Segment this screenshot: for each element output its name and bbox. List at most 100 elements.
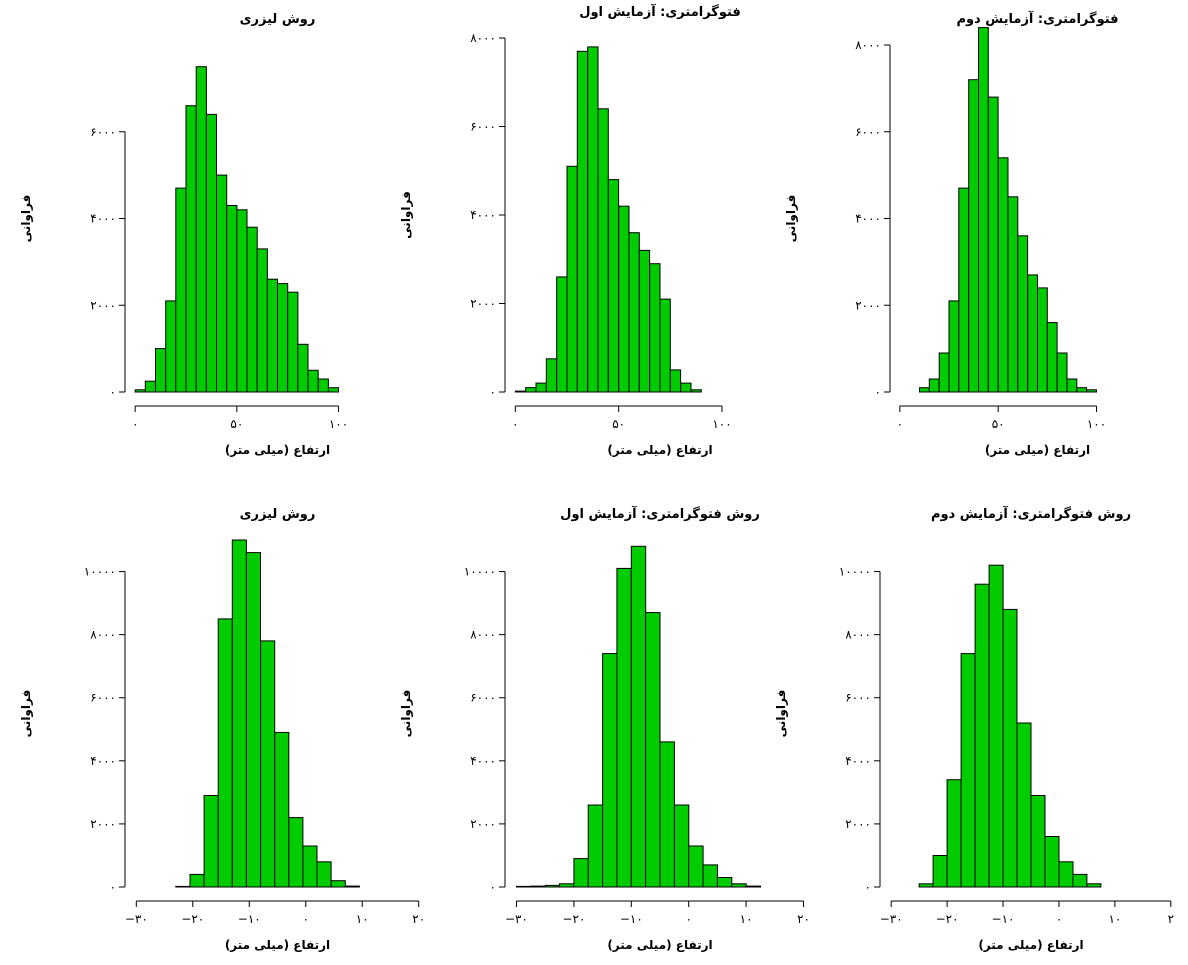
x-tick-label: ۰: [897, 417, 903, 431]
x-tick-label: ۲۰: [412, 912, 425, 926]
x-tick-label: ۱۰: [1108, 912, 1121, 926]
histogram-bar: [1086, 389, 1097, 393]
histogram-bar: [616, 567, 632, 888]
y-tick-label: ۴۰۰۰: [90, 212, 116, 226]
histogram-panel-1: ۰ ۲۰۰۰ ۴۰۰۰ ۶۰۰۰ ۰ ۵۰ ۱۰۰ روش لیزری ارتفاع (میلی…: [19, 12, 348, 457]
histogram-bar: [602, 653, 618, 888]
histogram-bar: [1037, 287, 1048, 393]
histogram-bar: [535, 382, 547, 393]
histogram-bar: [327, 387, 339, 393]
panel-title: روش فتوگرامتری: آزمایش دوم: [931, 505, 1131, 522]
histogram-bar: [1027, 274, 1038, 393]
y-tick-label: ۰: [490, 880, 496, 894]
y-axis-label: فراوانی: [399, 191, 414, 239]
histogram-bar: [946, 779, 962, 888]
y-axis-label: فراوانی: [774, 690, 789, 738]
x-tick-label: −۳۰: [880, 912, 903, 926]
x-axis-label: ارتفاع (میلی متر): [225, 443, 330, 457]
y-tick-label: ۰: [110, 385, 116, 399]
histogram-bar: [607, 179, 620, 393]
y-tick-label: ۸۰۰۰: [470, 31, 496, 45]
x-tick-label: −۱۰: [992, 912, 1015, 926]
histogram-bar: [673, 804, 690, 888]
histogram-bar: [205, 113, 218, 393]
x-tick-label: ۱۰۰: [712, 417, 731, 431]
panel-title: فتوگرامتری: آزمایش اول: [579, 3, 741, 20]
y-tick-label: ۰: [490, 385, 496, 399]
histogram-bar: [302, 845, 318, 888]
x-tick-label: ۰: [685, 912, 691, 926]
histogram-bar: [731, 883, 747, 888]
histogram-bar: [256, 248, 268, 393]
histogram-bar: [287, 291, 299, 393]
histogram-bar: [217, 618, 233, 888]
histogram-bar: [189, 873, 205, 888]
histogram-panel-6: ۰ ۲۰۰۰ ۴۰۰۰ ۶۰۰۰ ۸۰۰۰ ۱۰۰۰۰ −۳۰ −۲۰ −۱۰ ۰ ۱۰ ۲ روش ف…: [774, 505, 1174, 952]
histogram-bar: [226, 205, 238, 393]
histogram-bar: [144, 380, 157, 393]
histogram-bar: [231, 539, 247, 888]
x-axis-label: ارتفاع (میلی متر): [985, 443, 1090, 457]
x-tick-label: ۲: [1168, 912, 1174, 926]
x-tick-label: ۰: [132, 417, 138, 431]
histogram-bar: [1066, 378, 1078, 393]
histogram-bar: [630, 545, 647, 888]
histogram-bar: [669, 369, 682, 393]
histogram-bar: [948, 300, 960, 393]
y-tick-label: ۴۰۰۰: [470, 208, 496, 222]
y-tick-label: ۸۰۰۰: [855, 38, 881, 52]
histogram-bar: [1056, 352, 1068, 393]
histogram-bar: [165, 300, 177, 393]
x-tick-label: −۲۰: [562, 912, 585, 926]
y-tick-label: ۲۰۰۰: [470, 297, 496, 311]
x-tick-label: ۵۰: [612, 417, 625, 431]
y-tick-label: ۴۰۰۰: [470, 754, 496, 768]
x-tick-label: ۵۰: [230, 417, 243, 431]
y-tick-label: ۲۰۰۰: [90, 298, 116, 312]
x-axis-label: ارتفاع (میلی متر): [607, 443, 712, 457]
histogram-bar: [260, 640, 276, 888]
histogram-bar: [628, 232, 640, 393]
y-tick-label: ۶۰۰۰: [845, 691, 871, 705]
histogram-bar: [516, 885, 532, 888]
histogram-bar: [514, 390, 527, 393]
histogram-bar: [307, 369, 319, 393]
histogram-bar: [545, 358, 558, 393]
y-tick-label: ۴۰۰۰: [855, 212, 881, 226]
x-tick-label: −۱۰: [620, 912, 643, 926]
x-tick-label: ۵۰: [992, 417, 1005, 431]
histogram-bar: [566, 165, 578, 393]
y-tick-label: ۰: [110, 880, 116, 894]
histogram-bar: [245, 552, 261, 888]
y-tick-label: ۲۰۰۰: [855, 298, 881, 312]
histogram-bar: [185, 105, 197, 393]
histogram-bar: [216, 174, 228, 393]
y-tick-label: ۸۰۰۰: [470, 628, 496, 642]
y-tick-label: ۲۰۰۰: [90, 817, 116, 831]
x-axis-label: ارتفاع (میلی متر): [607, 938, 712, 952]
x-tick-label: ۱۰: [740, 912, 753, 926]
histogram-bar: [1030, 795, 1046, 888]
histogram-bar: [1016, 722, 1032, 888]
histogram-bar: [1017, 235, 1029, 393]
y-tick-label: ۱۰۰۰۰: [464, 565, 496, 579]
histogram-bar: [618, 205, 630, 393]
histogram-bar: [960, 653, 976, 888]
histogram-bar: [297, 343, 309, 393]
histogram-bar: [978, 27, 989, 393]
histogram-bar: [266, 278, 278, 393]
histogram-bar: [576, 50, 589, 393]
histogram-bar: [918, 883, 934, 888]
y-tick-label: ۶۰۰۰: [470, 691, 496, 705]
histogram-bar: [195, 66, 207, 393]
panel-title: روش لیزری: [240, 12, 316, 27]
histogram-bar: [277, 283, 289, 393]
histogram-bar: [680, 382, 692, 393]
histogram-panel-5: ۰ ۲۰۰۰ ۴۰۰۰ ۶۰۰۰ ۸۰۰۰ ۱۰۰۰۰ −۳۰ −۲۰ −۱۰ ۰ ۱۰ ۲۰ روش …: [399, 505, 810, 952]
histogram-bar: [530, 885, 546, 888]
y-axis-label: فراوانی: [19, 690, 34, 738]
panel-title: روش فتوگرامتری: آزمایش اول: [560, 505, 760, 522]
histogram-bar: [690, 389, 702, 393]
histogram-bar: [649, 263, 661, 393]
